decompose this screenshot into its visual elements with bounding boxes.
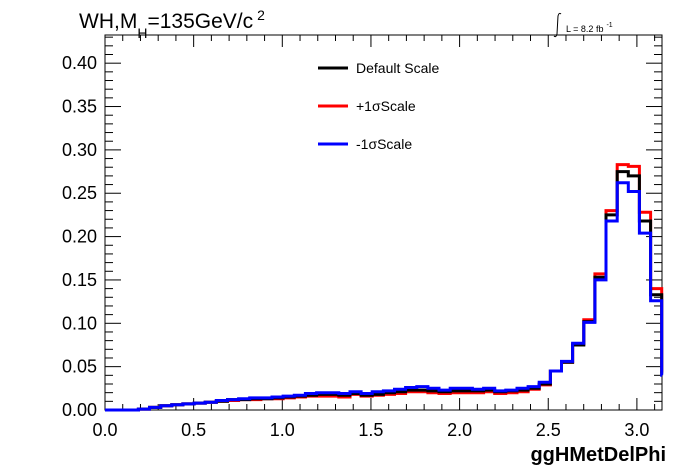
x-tick-label: 0.5 bbox=[181, 420, 206, 440]
x-tick-label: 1.0 bbox=[270, 420, 295, 440]
x-tick-label: 2.0 bbox=[447, 420, 472, 440]
y-tick-label: 0.10 bbox=[62, 313, 97, 333]
x-tick-label: 1.5 bbox=[358, 420, 383, 440]
chart-title: WH,MH=135GeV/c 2 bbox=[79, 7, 265, 41]
x-axis-ticks: 0.0 0.5 1.0 1.5 2.0 2.5 3.0 bbox=[92, 35, 656, 440]
legend-label: +1σScale bbox=[356, 98, 416, 114]
title-main: WH,M bbox=[79, 10, 137, 33]
x-tick-label: 2.5 bbox=[536, 420, 561, 440]
series-line-1 bbox=[105, 163, 664, 412]
y-tick-label: 0.00 bbox=[62, 400, 97, 420]
integral-sign bbox=[553, 12, 562, 38]
y-tick-label: 0.25 bbox=[62, 183, 97, 203]
title-superscript: 2 bbox=[257, 7, 265, 23]
y-tick-label: 0.35 bbox=[62, 97, 97, 117]
plot-frame bbox=[104, 34, 663, 411]
y-tick-label: 0.05 bbox=[62, 357, 97, 377]
series-layer bbox=[105, 163, 664, 412]
y-axis-ticks: 0.00 0.05 0.10 0.15 0.20 0.25 0.30 0.35 0.40 bbox=[62, 36, 662, 420]
legend: Default Scale +1σScale -1σScale bbox=[318, 60, 439, 152]
x-tick-label: 3.0 bbox=[624, 420, 649, 440]
series-line-2 bbox=[105, 181, 664, 412]
x-tick-label: 0.0 bbox=[92, 420, 117, 440]
legend-label: Default Scale bbox=[356, 60, 439, 76]
title-subscript: H bbox=[137, 25, 147, 41]
legend-label: -1σScale bbox=[356, 136, 412, 152]
x-axis-label: ggHMetDelPhi bbox=[530, 444, 666, 466]
title-rest: =135GeV/c bbox=[147, 10, 253, 33]
y-tick-label: 0.30 bbox=[62, 140, 97, 160]
lumi-superscript: -1 bbox=[606, 22, 612, 29]
lumi-text: L = 8.2 fb bbox=[566, 24, 603, 34]
series-line-0 bbox=[105, 170, 664, 412]
y-tick-label: 0.15 bbox=[62, 270, 97, 290]
luminosity-label: L = 8.2 fb -1 bbox=[553, 12, 613, 38]
y-tick-label: 0.40 bbox=[62, 53, 97, 73]
svg-text:L = 8.2 fb-1: L = 8.2 fb -1 bbox=[566, 22, 613, 34]
y-tick-label: 0.20 bbox=[62, 227, 97, 247]
